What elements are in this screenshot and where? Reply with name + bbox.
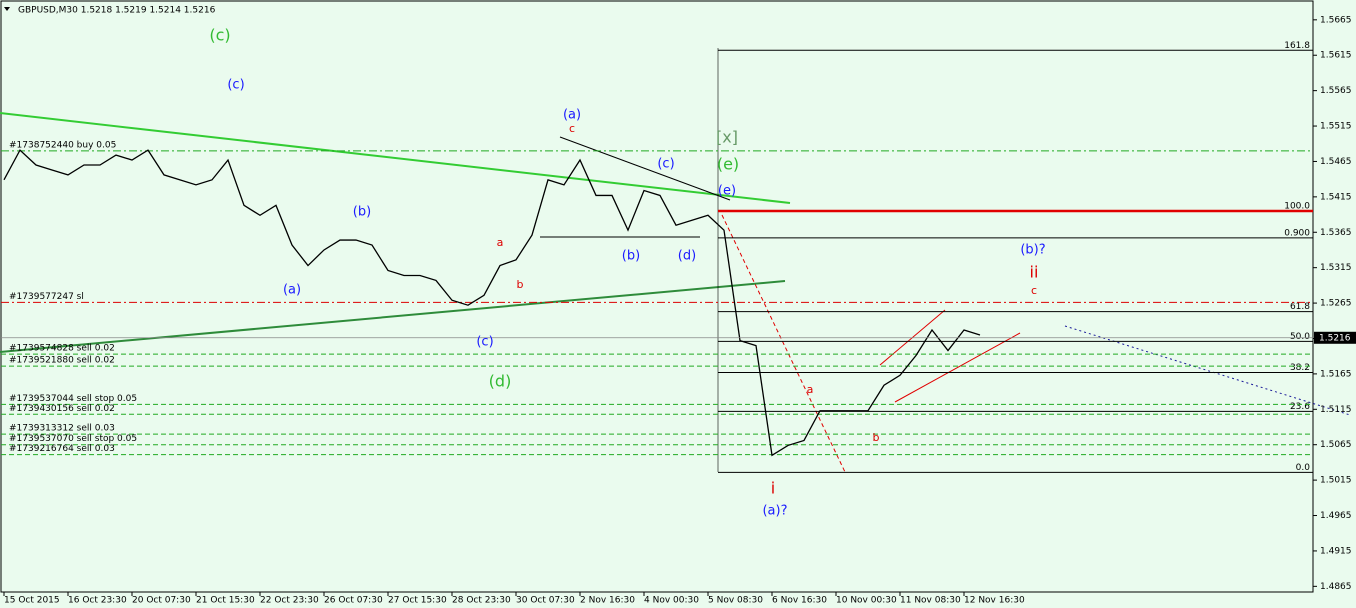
fib-label: 61.8 xyxy=(1290,302,1310,312)
y-tick-label: 1.5065 xyxy=(1320,440,1352,450)
trend-line xyxy=(721,214,846,473)
wave-label: a xyxy=(497,236,504,249)
y-tick-label: 1.5265 xyxy=(1320,299,1352,309)
x-tick-label: 12 Nov 16:30 xyxy=(964,596,1025,606)
order-label: #1739574828 sell 0.02 xyxy=(9,344,115,354)
wave-label: ii xyxy=(1030,263,1039,282)
x-tick-label: 28 Oct 23:30 xyxy=(452,596,511,606)
x-tick-label: 27 Oct 15:30 xyxy=(388,596,447,606)
x-tick-label: 10 Nov 00:30 xyxy=(836,596,897,606)
x-tick-label: 26 Oct 07:30 xyxy=(324,596,383,606)
fib-label: 161.8 xyxy=(1284,41,1310,51)
x-tick-label: 15 Oct 2015 xyxy=(4,596,60,606)
trend-line xyxy=(0,112,791,204)
y-tick-label: 1.4965 xyxy=(1320,511,1352,521)
x-tick-label: 16 Oct 23:30 xyxy=(68,596,127,606)
last-price-box xyxy=(1314,331,1356,344)
wave-label: (c) xyxy=(476,335,493,350)
x-tick-label: 21 Oct 15:30 xyxy=(196,596,255,606)
fib-label: 50.0 xyxy=(1290,332,1310,342)
wave-label: (b)? xyxy=(1020,243,1045,258)
fib-label: 100.0 xyxy=(1284,202,1310,212)
wave-label: (d) xyxy=(489,372,512,391)
order-label: #1739577247 sl xyxy=(9,292,84,302)
fib-label: 23.6 xyxy=(1290,402,1310,412)
y-tick-label: 1.5165 xyxy=(1320,369,1352,379)
wave-label: (a) xyxy=(283,283,301,298)
x-tick-label: 11 Nov 08:30 xyxy=(900,596,961,606)
order-label: #1739537044 sell stop 0.05 xyxy=(9,394,137,404)
wave-label: b xyxy=(517,278,524,291)
wave-label: (d) xyxy=(678,249,696,264)
y-tick-label: 1.5465 xyxy=(1320,157,1352,167)
y-tick-label: 1.5115 xyxy=(1320,405,1352,415)
trend-line xyxy=(894,332,1021,403)
y-tick-label: 1.5665 xyxy=(1320,15,1352,25)
y-tick-label: 1.5365 xyxy=(1320,228,1352,238)
y-tick-label: 1.5565 xyxy=(1320,86,1352,96)
fib-label: 38.2 xyxy=(1290,363,1310,373)
wave-label: i xyxy=(771,479,775,498)
trend-line xyxy=(559,136,731,201)
wave-label: (c) xyxy=(227,78,244,93)
wave-label: (c) xyxy=(209,26,230,45)
x-tick-label: 6 Nov 16:30 xyxy=(772,596,827,606)
wave-label: (a)? xyxy=(762,504,787,519)
order-label: #1738752440 buy 0.05 xyxy=(9,140,116,150)
y-tick-label: 1.5015 xyxy=(1320,476,1352,486)
wave-label: (b) xyxy=(622,249,640,264)
wave-label: (e) xyxy=(718,184,736,199)
wave-label: (e) xyxy=(717,155,739,174)
x-tick-label: 5 Nov 08:30 xyxy=(708,596,763,606)
x-tick-label: 30 Oct 07:30 xyxy=(516,596,575,606)
x-tick-label: 22 Oct 23:30 xyxy=(260,596,319,606)
x-tick-label: 4 Nov 00:30 xyxy=(644,596,699,606)
x-tick-label: 2 Nov 16:30 xyxy=(580,596,635,606)
order-label: #1739313312 sell 0.03 xyxy=(9,424,115,434)
wave-label: b xyxy=(873,431,880,444)
y-tick-label: 1.5315 xyxy=(1320,263,1352,273)
title-arrow xyxy=(4,7,10,11)
plot-frame xyxy=(0,0,1314,593)
order-label: #1739537070 sell stop 0.05 xyxy=(9,434,137,444)
fib-label: 0.0 xyxy=(1296,463,1311,473)
chart-title: GBPUSD,M30 1.5218 1.5219 1.5214 1.5216 xyxy=(18,6,216,16)
price-line xyxy=(3,149,981,457)
wave-label: a xyxy=(807,383,814,396)
wave-label: c xyxy=(1031,284,1037,297)
order-label: #1739430156 sell 0.02 xyxy=(9,404,115,414)
y-tick-label: 1.5515 xyxy=(1320,122,1352,132)
wave-label: [x] xyxy=(716,128,738,147)
order-label: #1739216764 sell 0.03 xyxy=(9,444,115,454)
y-tick-label: 1.4865 xyxy=(1320,582,1352,592)
wave-label: c xyxy=(569,122,575,135)
fib-label: 0.900 xyxy=(1284,228,1310,238)
y-tick-label: 1.5615 xyxy=(1320,51,1352,61)
x-tick-label: 20 Oct 07:30 xyxy=(132,596,191,606)
trend-line xyxy=(0,280,786,353)
wave-label: (c) xyxy=(657,157,674,172)
y-tick-label: 1.4915 xyxy=(1320,546,1352,556)
order-label: #1739521880 sell 0.02 xyxy=(9,356,115,366)
y-tick-label: 1.5415 xyxy=(1320,192,1352,202)
last-price-label: 1.5216 xyxy=(1319,333,1351,343)
wave-label: (a) xyxy=(563,108,581,123)
wave-label: (b) xyxy=(353,205,371,220)
